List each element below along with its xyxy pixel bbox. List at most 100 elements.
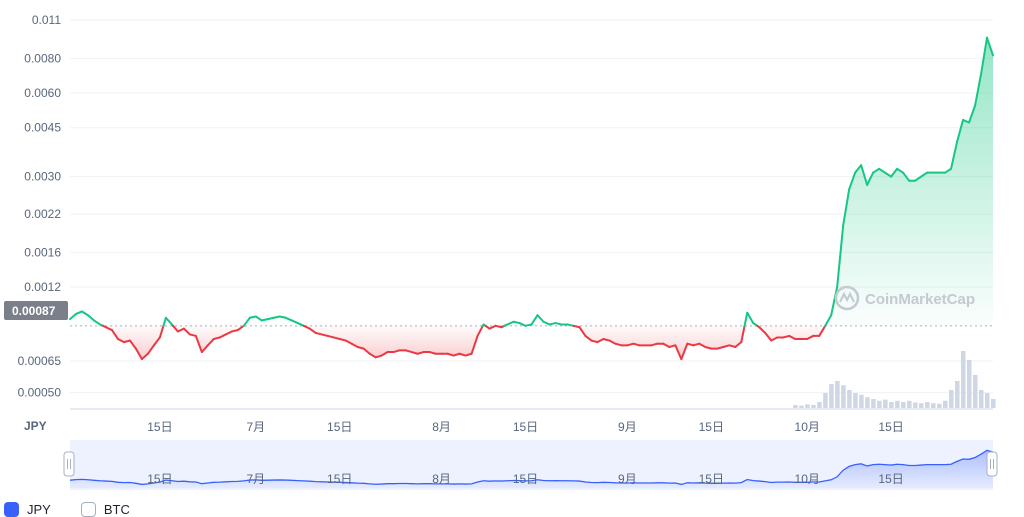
price-segment	[242, 316, 251, 327]
price-segment	[878, 167, 887, 174]
price-segment	[266, 316, 275, 321]
price-segment	[296, 322, 305, 327]
price-segment	[116, 337, 125, 344]
y-tick-label: 0.0030	[24, 170, 61, 184]
price-segment	[734, 341, 743, 348]
price-segment	[86, 314, 95, 322]
price-segment	[518, 322, 527, 327]
volume-bar	[913, 402, 918, 408]
navigator-x-tick-label: 15日	[147, 472, 172, 486]
price-segment	[914, 175, 923, 182]
volume-bar	[973, 375, 978, 408]
volume-bar	[859, 394, 864, 408]
navigator-line	[69, 449, 994, 486]
volume-bar	[895, 400, 900, 408]
price-segment	[140, 352, 149, 361]
y-tick-label: 0.0016	[24, 245, 61, 259]
price-segment	[410, 351, 419, 355]
price-segment	[524, 323, 533, 327]
volume-bar	[925, 402, 930, 408]
watermark: CoinMarketCap	[834, 285, 975, 311]
price-segment	[110, 329, 119, 340]
legend-item-jpy[interactable]: JPY	[4, 502, 51, 517]
price-segment	[704, 345, 713, 350]
volume-bar	[877, 400, 882, 408]
price-segment	[944, 167, 953, 174]
x-tick-label: 15日	[699, 420, 724, 434]
volume-bar	[889, 402, 894, 408]
range-navigator[interactable]: 15日 7月 15日 8月 15日 9月 15日 10月 15日	[63, 440, 998, 490]
price-segment	[650, 342, 659, 347]
price-segment	[692, 342, 701, 347]
navigator-x-tick-label: 8月	[432, 472, 451, 486]
price-segment	[788, 334, 797, 340]
price-line	[69, 36, 994, 361]
price-segment	[818, 324, 827, 337]
price-segment	[308, 327, 317, 334]
navigator-left-handle[interactable]	[63, 451, 75, 477]
price-segment	[668, 344, 677, 348]
volume-bar	[853, 393, 858, 408]
navigator-plot	[69, 449, 994, 488]
price-segment	[842, 188, 851, 227]
price-segment	[236, 324, 245, 332]
volume-bars	[793, 351, 996, 408]
volume-bar	[967, 360, 972, 408]
price-segment	[152, 336, 161, 347]
price-segment	[542, 320, 551, 326]
volume-bar	[919, 403, 924, 408]
volume-bar	[805, 404, 810, 408]
price-segment	[740, 324, 746, 344]
volume-bar	[835, 381, 840, 408]
navigator-x-tick-label: 15日	[878, 472, 903, 486]
navigator-x-tick-label: 15日	[513, 472, 538, 486]
price-segment	[284, 316, 293, 322]
price-segment	[338, 337, 347, 342]
price-segment	[134, 347, 143, 361]
price-segment	[782, 334, 791, 339]
volume-bar	[955, 381, 960, 408]
navigator-x-tick-label: 7月	[246, 472, 265, 486]
price-segment	[686, 342, 695, 347]
volume-bar	[961, 351, 966, 408]
price-segment	[614, 342, 623, 347]
navigator-x-tick-label: 9月	[618, 472, 637, 486]
legend: JPY BTC	[4, 502, 130, 517]
x-tick-label: 10月	[795, 420, 820, 434]
jpy-checkbox[interactable]	[4, 502, 19, 517]
navigator-x-axis: 15日 7月 15日 8月 15日 9月 15日 10月 15日	[147, 472, 904, 486]
price-segment	[608, 339, 617, 345]
volume-bar	[865, 397, 870, 408]
price-segment	[272, 315, 281, 319]
price-segment	[248, 315, 257, 319]
area-above-baseline	[70, 37, 993, 326]
price-segment	[974, 73, 983, 107]
price-segment	[182, 327, 191, 336]
price-segment	[980, 36, 989, 76]
price-segment	[506, 320, 515, 326]
y-tick-label: 0.011	[32, 13, 61, 27]
price-segment	[872, 167, 881, 174]
volume-bar	[901, 402, 906, 408]
price-segment	[770, 336, 779, 342]
volume-bar	[931, 403, 936, 408]
volume-bar	[811, 405, 816, 408]
price-segment	[836, 224, 845, 289]
price-segment	[890, 167, 899, 178]
price-segment	[986, 36, 994, 57]
price-segment	[536, 314, 545, 323]
navigator-right-handle[interactable]	[986, 451, 998, 477]
price-segment	[104, 326, 113, 332]
price-segment	[884, 171, 893, 178]
price-segment	[128, 339, 137, 350]
legend-label-btc: BTC	[103, 502, 130, 517]
price-segment	[716, 345, 725, 350]
y-tick-label: 0.0080	[24, 51, 61, 65]
price-segment	[290, 319, 299, 325]
price-segment	[674, 344, 683, 361]
price-segment	[458, 352, 467, 357]
legend-item-btc[interactable]: BTC	[80, 502, 130, 517]
price-segment	[188, 333, 197, 337]
btc-checkbox[interactable]	[80, 502, 96, 517]
x-tick-label: 9月	[618, 420, 637, 434]
